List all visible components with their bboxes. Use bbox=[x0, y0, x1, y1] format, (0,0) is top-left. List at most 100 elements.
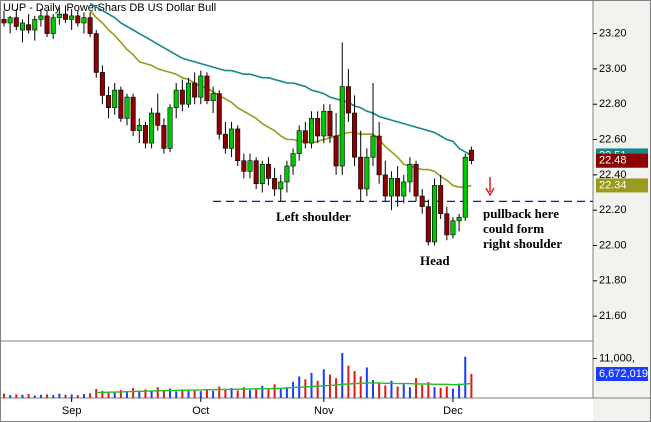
annotation: Left shoulder bbox=[276, 209, 351, 224]
candle-body bbox=[345, 86, 351, 114]
volume-bar bbox=[384, 385, 387, 398]
volume-bar bbox=[390, 380, 393, 398]
candle-body bbox=[26, 24, 32, 31]
volume-bar bbox=[82, 394, 85, 398]
volume-bar bbox=[70, 394, 73, 398]
candle-body bbox=[315, 118, 321, 137]
candle-body bbox=[272, 178, 278, 190]
volume-bar bbox=[470, 374, 473, 398]
volume-bar bbox=[402, 384, 405, 398]
volume-bar bbox=[285, 387, 288, 398]
y-tick-label: 22.40 bbox=[599, 169, 627, 181]
volume-bar bbox=[27, 394, 30, 398]
volume-bar bbox=[335, 378, 338, 398]
volume-bar bbox=[427, 382, 430, 398]
volume-bar bbox=[230, 387, 233, 398]
candle-body bbox=[7, 17, 13, 24]
arrow bbox=[485, 177, 495, 197]
close-last-label-box bbox=[596, 153, 648, 168]
candle-body bbox=[13, 17, 19, 27]
volume-bar bbox=[21, 394, 24, 398]
candle-body bbox=[253, 160, 259, 184]
volume-bar bbox=[273, 384, 276, 398]
axis-panel bbox=[593, 0, 651, 422]
volume-bar bbox=[89, 393, 92, 398]
close-last-label: 22.48 bbox=[599, 155, 627, 167]
volume-bar bbox=[162, 390, 165, 398]
candle-body bbox=[425, 206, 431, 243]
volume-bar bbox=[187, 390, 190, 398]
annotation: Head bbox=[420, 253, 450, 268]
volume-bar bbox=[267, 389, 270, 398]
candle-body bbox=[210, 93, 216, 101]
volume-bar bbox=[353, 371, 356, 398]
volume-bar bbox=[439, 387, 442, 398]
volume-bar bbox=[255, 388, 258, 398]
candle-body bbox=[19, 22, 25, 31]
candle-body bbox=[186, 82, 192, 105]
volume-bar bbox=[316, 380, 319, 398]
volume-bar bbox=[359, 376, 362, 398]
candle-body bbox=[130, 96, 136, 132]
candle-body bbox=[456, 216, 462, 222]
candle-body bbox=[192, 82, 198, 98]
volume-bar bbox=[328, 374, 331, 398]
volume-bar bbox=[415, 378, 418, 398]
volume-bar bbox=[261, 385, 264, 398]
candle-body bbox=[265, 163, 271, 179]
volume-bar bbox=[212, 390, 215, 398]
candle-body bbox=[431, 185, 437, 243]
volume-bar bbox=[408, 387, 411, 398]
candle-body bbox=[87, 17, 93, 34]
volume-bar bbox=[341, 353, 344, 398]
volume-ma bbox=[96, 382, 472, 394]
candle-body bbox=[216, 93, 222, 135]
y-tick-label: 21.80 bbox=[599, 275, 627, 287]
candle-body bbox=[81, 17, 87, 24]
candle-body bbox=[388, 178, 394, 197]
volume-bar bbox=[76, 395, 79, 398]
annotation: pullback here bbox=[483, 206, 559, 221]
candle-body bbox=[198, 75, 204, 98]
candle-body bbox=[179, 89, 185, 105]
volume-bar bbox=[9, 395, 12, 398]
volume-bar bbox=[39, 394, 42, 398]
candle-body bbox=[1, 19, 7, 24]
candle-body bbox=[339, 86, 345, 167]
volume-bar bbox=[451, 388, 454, 398]
y-tick-label: 23.00 bbox=[599, 63, 627, 75]
ma-last-label: 22.34 bbox=[599, 179, 627, 191]
x-tick-label: Dec bbox=[443, 405, 463, 417]
candle-body bbox=[99, 72, 105, 96]
candle-body bbox=[229, 128, 235, 149]
volume-bar bbox=[126, 392, 128, 398]
candle-body bbox=[370, 135, 376, 158]
volume-bar bbox=[46, 394, 49, 398]
candle-body bbox=[401, 181, 407, 197]
candle-body bbox=[284, 165, 290, 183]
candle-body bbox=[321, 110, 327, 137]
candle-body bbox=[419, 195, 425, 207]
candle-body bbox=[327, 110, 333, 137]
candle-body bbox=[302, 130, 308, 144]
candle-body bbox=[136, 125, 142, 132]
volume-bar bbox=[199, 391, 202, 398]
volume-bar bbox=[58, 393, 61, 398]
candle-body bbox=[106, 95, 112, 109]
volume-bar bbox=[445, 386, 448, 398]
candle-body bbox=[124, 96, 130, 119]
volume-bar bbox=[156, 387, 159, 398]
volume-bar bbox=[132, 387, 135, 398]
candle-body bbox=[75, 15, 81, 24]
chart-title: UUP - Daily PowerShars DB US Dollar Bull bbox=[3, 2, 216, 14]
volume-bar bbox=[236, 390, 239, 398]
volume-bar bbox=[144, 389, 147, 398]
candle-body bbox=[50, 17, 56, 34]
volume-bar bbox=[279, 388, 282, 398]
candle-body bbox=[112, 89, 118, 109]
volume-bar bbox=[95, 389, 98, 398]
candle-body bbox=[468, 149, 474, 162]
volume-bar bbox=[169, 388, 172, 398]
